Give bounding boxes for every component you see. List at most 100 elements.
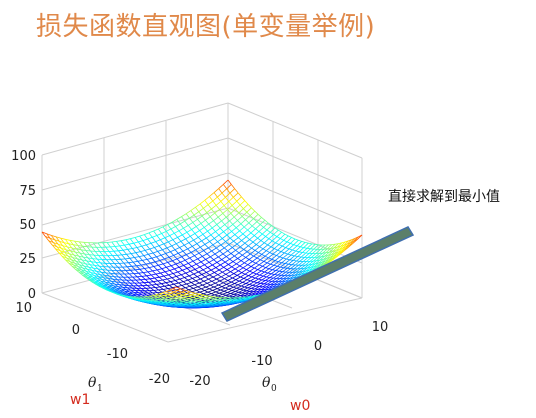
surface-mesh-segment	[298, 261, 304, 266]
surface-mesh-segment	[173, 290, 178, 293]
surface-mesh-segment	[181, 285, 186, 289]
surface-mesh-segment	[134, 282, 139, 287]
surface-mesh-segment	[141, 275, 147, 277]
surface-mesh-segment	[259, 283, 265, 287]
surface-mesh-segment	[193, 236, 199, 241]
surface-mesh-segment	[151, 256, 157, 259]
surface-mesh-segment	[153, 228, 159, 232]
surface-mesh-segment	[197, 286, 202, 290]
surface-mesh-segment	[197, 215, 203, 220]
surface-mesh-segment	[203, 208, 208, 213]
surface-mesh-segment	[212, 196, 218, 202]
surface-mesh-segment	[164, 237, 169, 243]
surface-mesh-segment	[159, 285, 165, 288]
surface-mesh-segment	[233, 196, 238, 202]
surface-mesh-segment	[214, 234, 220, 239]
surface-mesh-segment	[212, 288, 218, 291]
surface-mesh-segment	[278, 244, 283, 247]
surface-mesh-segment	[266, 246, 272, 252]
surface-mesh-segment	[221, 220, 226, 225]
surface-mesh-segment	[282, 241, 288, 247]
surface-mesh-segment	[225, 212, 232, 218]
surface-mesh-segment	[212, 290, 217, 293]
surface-mesh-segment	[252, 282, 258, 286]
surface-mesh-segment	[249, 267, 255, 272]
surface-mesh-segment	[338, 251, 344, 256]
surface-mesh-segment	[206, 237, 210, 242]
surface-mesh-segment	[168, 273, 174, 276]
surface-mesh-segment	[196, 261, 202, 265]
surface-mesh-segment	[216, 259, 222, 263]
surface-mesh-segment	[188, 242, 193, 247]
surface-mesh-segment	[229, 234, 236, 239]
surface-mesh-segment	[272, 265, 278, 271]
loss-surface-mesh	[41, 179, 363, 309]
surface-mesh-segment	[142, 260, 147, 265]
surface-mesh-segment	[65, 259, 70, 264]
surface-mesh-segment	[298, 247, 305, 253]
surface-mesh-segment	[255, 228, 260, 232]
surface-mesh-segment	[195, 293, 200, 297]
surface-mesh-segment	[251, 207, 256, 212]
surface-mesh-segment	[145, 287, 150, 292]
surface-mesh-segment	[203, 294, 209, 297]
surface-mesh-segment	[170, 281, 175, 285]
surface-mesh-segment	[146, 242, 152, 246]
surface-mesh-segment	[303, 242, 309, 248]
surface-mesh-segment	[209, 288, 213, 291]
surface-mesh-segment	[71, 247, 77, 250]
surface-mesh-segment	[227, 250, 232, 254]
surface-mesh-segment	[179, 296, 185, 299]
surface-mesh-segment	[168, 239, 174, 243]
surface-mesh-segment	[251, 285, 257, 289]
surface-mesh-segment	[228, 201, 233, 206]
surface-mesh-segment	[215, 280, 220, 284]
surface-mesh-segment	[282, 257, 287, 260]
surface-mesh-segment	[69, 253, 75, 256]
surface-mesh-segment	[179, 244, 185, 248]
surface-mesh-segment	[95, 262, 101, 264]
surface-mesh-segment	[219, 224, 226, 229]
surface-mesh-segment	[165, 297, 170, 301]
surface-mesh-segment	[49, 237, 54, 243]
surface-mesh-segment	[333, 254, 340, 260]
surface-mesh-segment	[193, 211, 200, 216]
surface-mesh-segment	[262, 265, 266, 268]
surface-mesh-segment	[52, 242, 58, 247]
surface-mesh-segment	[250, 295, 256, 297]
surface-mesh-segment	[233, 291, 239, 295]
surface-mesh-segment	[88, 266, 94, 269]
surface-mesh-segment	[191, 280, 196, 283]
surface-mesh-segment	[175, 226, 180, 232]
surface-mesh-segment	[178, 253, 182, 258]
surface-mesh-segment	[213, 284, 219, 288]
surface-mesh-segment	[185, 272, 190, 277]
surface-mesh-segment	[198, 250, 204, 254]
surface-mesh-segment	[268, 238, 273, 242]
surface-mesh-segment	[295, 246, 301, 252]
surface-mesh-segment	[114, 246, 119, 252]
surface-mesh-segment	[208, 278, 213, 282]
surface-mesh-segment	[276, 251, 282, 256]
surface-mesh-segment	[245, 253, 251, 258]
surface-mesh-segment	[126, 266, 131, 271]
surface-mesh-segment	[133, 273, 138, 278]
surface-mesh-segment	[265, 277, 271, 281]
surface-mesh-segment	[261, 250, 267, 255]
surface-mesh-segment	[181, 254, 187, 258]
surface-mesh-segment	[189, 284, 195, 287]
surface-mesh-segment	[163, 274, 169, 277]
surface-mesh-segment	[256, 289, 262, 293]
surface-mesh-segment	[79, 252, 84, 258]
surface-mesh-segment	[167, 260, 173, 263]
surface-mesh-segment	[129, 257, 135, 259]
surface-mesh-segment	[148, 230, 154, 234]
surface-mesh-segment	[266, 276, 270, 278]
surface-mesh-segment	[256, 257, 261, 261]
surface-mesh-segment	[93, 267, 97, 272]
surface-mesh-segment	[227, 290, 233, 293]
surface-mesh-segment	[217, 192, 223, 198]
surface-mesh-segment	[207, 282, 211, 286]
surface-mesh-segment	[247, 279, 251, 282]
surface-mesh-segment	[110, 246, 115, 252]
